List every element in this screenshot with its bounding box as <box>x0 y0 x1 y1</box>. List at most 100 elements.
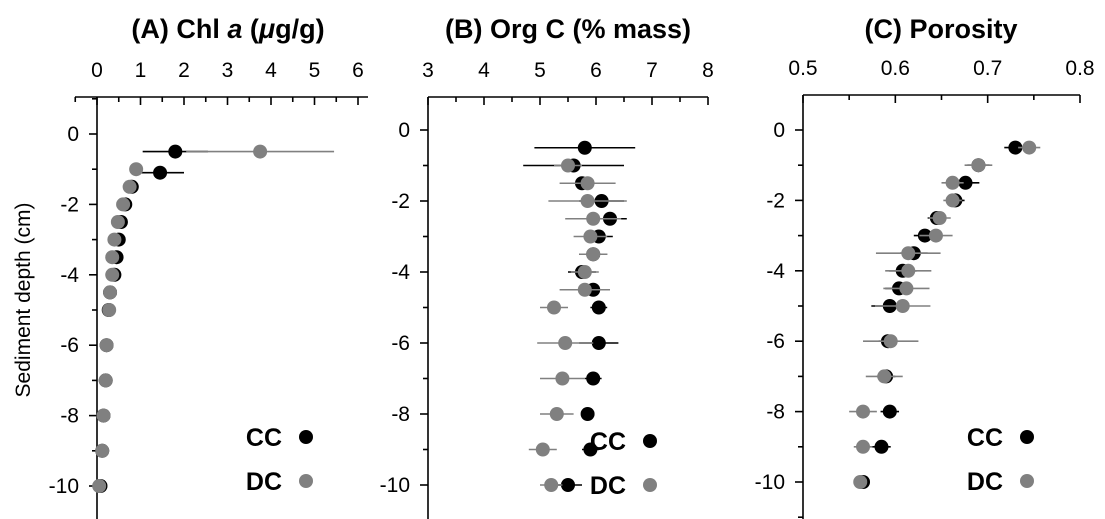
data-point <box>577 140 592 155</box>
data-point <box>591 300 606 315</box>
data-point <box>586 371 601 386</box>
data-point <box>544 478 559 492</box>
series-dc <box>849 140 1041 489</box>
data-point <box>561 158 575 173</box>
data-point <box>95 443 110 458</box>
data-point <box>577 265 592 279</box>
data-point <box>168 144 183 159</box>
data-point <box>901 263 916 278</box>
legend-marker-cc <box>299 430 313 444</box>
y-tick-label: -2 <box>60 193 79 216</box>
data-point <box>580 194 595 208</box>
data-point <box>877 369 892 384</box>
x-tick-label: 6 <box>352 59 364 82</box>
data-point <box>971 158 986 173</box>
data-point <box>253 144 268 159</box>
x-tick-label: 6 <box>590 59 602 82</box>
x-tick-label: 7 <box>646 59 658 82</box>
x-tick-label: 1 <box>135 59 147 82</box>
x-tick-label: 5 <box>534 59 546 82</box>
y-tick-label: -2 <box>766 189 785 212</box>
data-point <box>535 442 550 457</box>
data-point <box>107 232 122 247</box>
data-point <box>577 282 592 297</box>
data-point <box>105 267 120 282</box>
y-tick-label: 0 <box>398 119 410 142</box>
data-point <box>153 165 168 180</box>
data-point <box>882 404 897 419</box>
data-point <box>549 407 564 421</box>
y-tick-label: -10 <box>755 471 785 494</box>
data-point <box>555 371 570 386</box>
data-point <box>856 404 871 419</box>
data-point <box>928 228 943 243</box>
x-tick-label: 4 <box>265 59 277 82</box>
data-point <box>92 479 107 493</box>
y-tick-label: -8 <box>391 403 410 426</box>
data-point <box>853 475 868 489</box>
legend-marker-cc <box>1020 430 1034 444</box>
x-tick-label: 0.8 <box>1065 57 1094 80</box>
x-tick-label: 5 <box>309 59 321 82</box>
x-tick-label: 0 <box>91 59 103 82</box>
y-tick-label: -4 <box>391 261 410 284</box>
y-tick-label: -8 <box>60 405 79 428</box>
y-tick-label: -6 <box>766 330 785 353</box>
data-point <box>883 334 898 349</box>
data-point <box>558 336 573 350</box>
data-point <box>583 229 598 244</box>
y-tick-label: -6 <box>391 332 410 355</box>
legend-marker-dc <box>1020 474 1034 488</box>
y-tick-label: -4 <box>60 264 79 287</box>
data-point <box>580 176 595 191</box>
panel-org-c: (B) Org C (% mass) 3 4 5 6 7 8 0 -2 -4 -6 -8 -10 CC DC <box>380 14 714 519</box>
x-tick-label: 0.5 <box>788 57 817 80</box>
y-tick-label: -6 <box>60 334 79 357</box>
y-axis-title: Sediment depth (cm) <box>12 203 35 398</box>
data-point <box>547 300 561 315</box>
data-point <box>580 407 595 421</box>
data-point <box>591 336 606 350</box>
data-point <box>129 162 144 177</box>
data-point <box>122 179 137 194</box>
panel-title: (B) Org C (% mass) <box>445 14 691 44</box>
data-point <box>116 197 131 212</box>
data-point <box>103 285 118 300</box>
data-point <box>96 408 111 423</box>
data-point <box>874 439 889 454</box>
data-point <box>856 439 871 454</box>
legend-label-cc: CC <box>967 424 1003 452</box>
x-tick-label: 0.7 <box>973 57 1002 80</box>
data-point <box>958 175 973 190</box>
y-tick-label: 0 <box>67 123 79 146</box>
panel-title: (C) Porosity <box>864 14 1017 44</box>
legend-marker-dc <box>299 474 313 488</box>
legend-label-cc: CC <box>590 428 626 456</box>
data-point <box>945 175 960 190</box>
data-point <box>561 478 575 492</box>
data-point <box>99 338 114 353</box>
y-tick-label: -8 <box>766 401 785 424</box>
legend-label-dc: DC <box>967 468 1003 496</box>
data-point <box>583 442 598 457</box>
x-tick-label: 3 <box>222 59 234 82</box>
x-tick-label: 8 <box>702 59 714 82</box>
data-point <box>586 247 601 262</box>
legend-label-cc: CC <box>246 424 282 452</box>
data-point <box>899 281 914 296</box>
data-point <box>945 193 960 208</box>
panel-chl-a: (A) Chl a (μg/g) 0 1 2 3 4 5 6 0 -2 -4 -6 -8 -10 CC DC <box>49 14 368 519</box>
y-tick-label: -2 <box>391 190 410 213</box>
series-dc <box>92 144 335 493</box>
x-tick-label: 4 <box>478 59 490 82</box>
y-tick-label: 0 <box>773 119 785 142</box>
data-point <box>98 373 113 388</box>
legend-label-dc: DC <box>590 472 626 500</box>
x-tick-label: 2 <box>178 59 190 82</box>
y-tick-label: -10 <box>380 474 410 497</box>
series-dc <box>528 158 627 492</box>
data-point <box>901 246 916 261</box>
data-point <box>105 250 120 265</box>
legend-marker-dc <box>643 478 657 492</box>
